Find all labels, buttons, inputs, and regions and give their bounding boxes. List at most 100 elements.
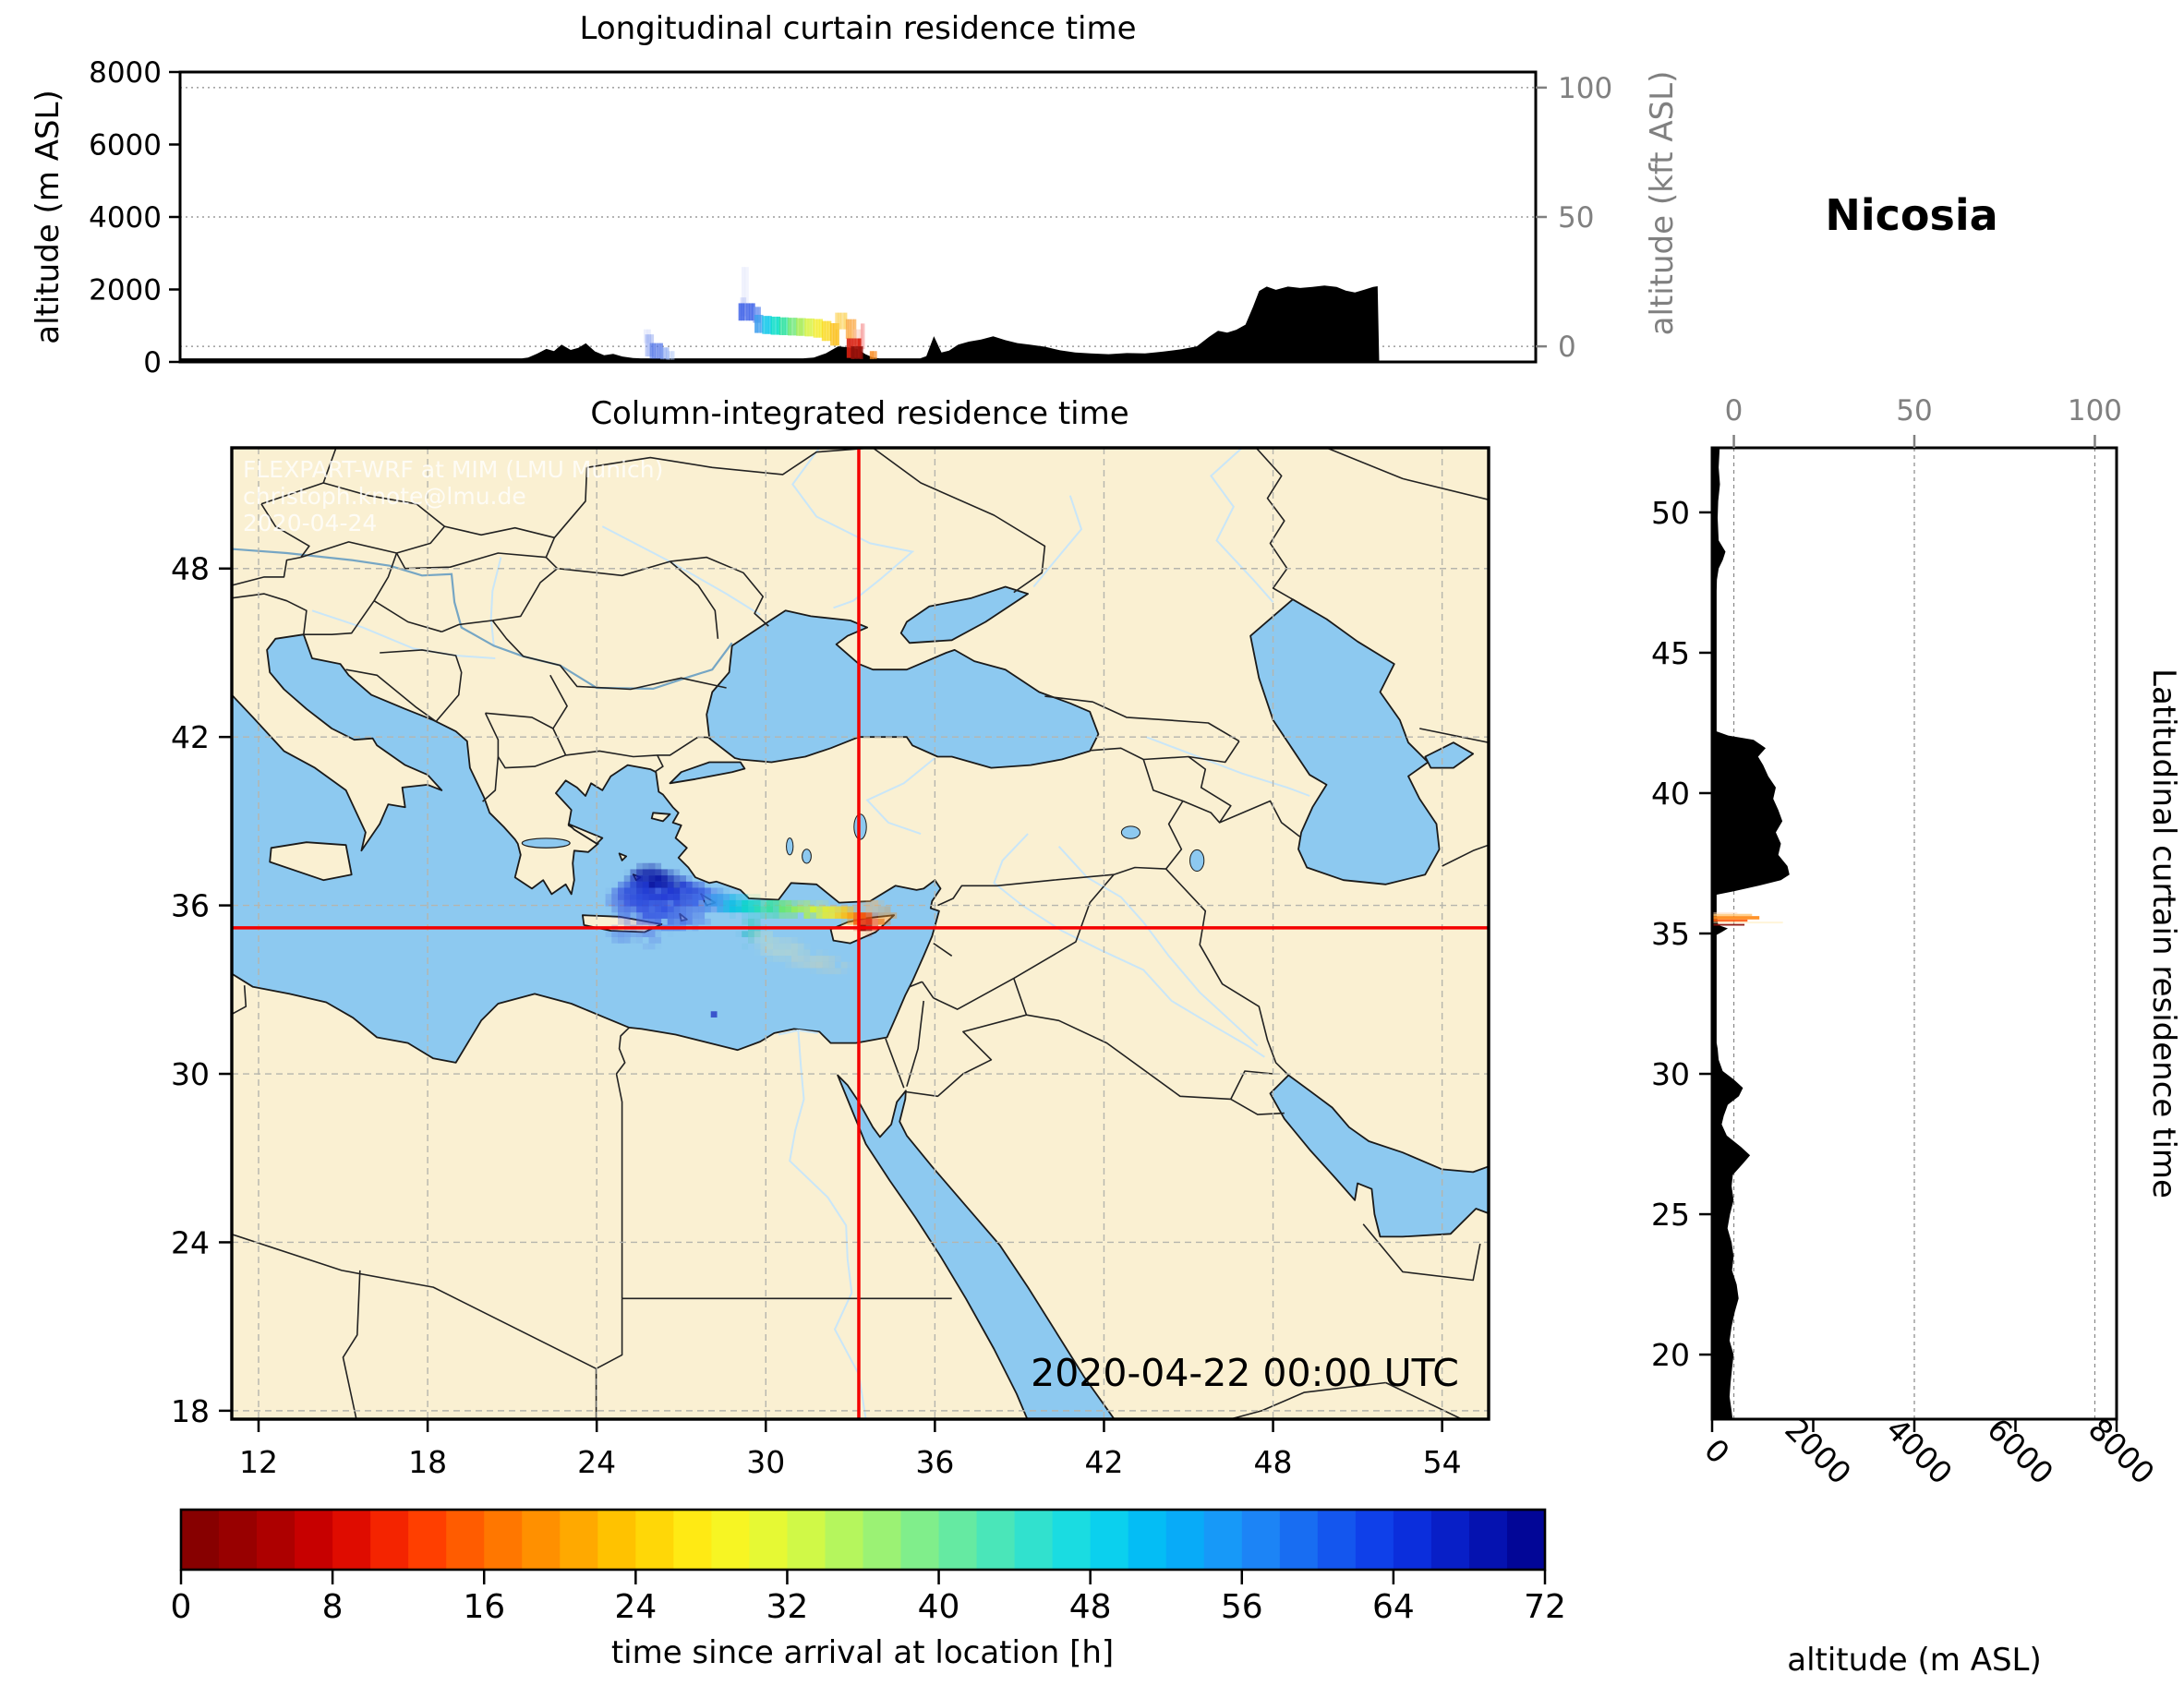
country-border bbox=[937, 873, 1115, 907]
country-border bbox=[497, 754, 566, 769]
right-xtick-label: 2000 bbox=[1778, 1411, 1858, 1491]
colorbar-tick-label: 64 bbox=[1372, 1588, 1415, 1626]
country-border bbox=[1164, 801, 1184, 870]
top-panel-axes: 8000 6000 4000 2000 0 100 50 0 bbox=[89, 56, 1612, 379]
country-border bbox=[557, 560, 670, 577]
watermark-line-1: FLEXPART-WRF at MIM (LMU Munich) bbox=[243, 456, 664, 483]
country-border bbox=[1188, 755, 1232, 824]
country-border bbox=[586, 448, 874, 476]
right-plume-row bbox=[1712, 923, 1745, 926]
watermark: FLEXPART-WRF at MIM (LMU Munich) christo… bbox=[243, 456, 663, 536]
country-border bbox=[523, 656, 727, 691]
right-xtick-label: 4000 bbox=[1879, 1411, 1960, 1491]
top-terrain-profile bbox=[180, 285, 1536, 362]
colorbar-tick-label: 48 bbox=[1069, 1588, 1112, 1626]
country-border bbox=[232, 1233, 597, 1370]
country-border bbox=[933, 977, 1015, 1010]
river bbox=[1210, 448, 1274, 603]
colorbar-tick-label: 72 bbox=[1524, 1588, 1566, 1626]
map-xtick-label: 42 bbox=[1084, 1444, 1123, 1480]
country-border bbox=[654, 754, 664, 773]
country-border bbox=[553, 467, 588, 538]
sea-polygon bbox=[232, 633, 942, 1064]
country-border bbox=[1142, 759, 1184, 802]
country-border bbox=[482, 756, 500, 802]
right-plume-row bbox=[1712, 916, 1760, 920]
latitudinal-curtain-panel bbox=[1712, 448, 2096, 1419]
right-ytick-label: 45 bbox=[1651, 635, 1690, 671]
map-xtick-label: 18 bbox=[408, 1444, 447, 1480]
colorbar-tick-label: 56 bbox=[1221, 1588, 1263, 1626]
island-polygon bbox=[269, 841, 353, 882]
sea-polygon bbox=[899, 585, 1029, 644]
right-xtick-label: 0 bbox=[1697, 1431, 1736, 1470]
country-border bbox=[669, 560, 719, 639]
country-border bbox=[300, 541, 397, 559]
lake bbox=[802, 849, 812, 864]
map-panel-title: Column-integrated residence time bbox=[590, 395, 1129, 432]
country-border bbox=[485, 712, 567, 756]
country-border bbox=[232, 593, 308, 635]
right-xtick-top-label: 100 bbox=[2068, 394, 2122, 428]
country-border bbox=[373, 552, 398, 602]
country-border bbox=[1113, 866, 1166, 875]
country-border bbox=[1090, 741, 1240, 764]
river bbox=[601, 525, 761, 616]
lake bbox=[786, 837, 794, 856]
map-xtick-label: 30 bbox=[746, 1444, 785, 1480]
map-ytick-label: 48 bbox=[171, 551, 210, 587]
river bbox=[789, 1030, 867, 1419]
country-border bbox=[872, 448, 1046, 594]
watermark-line-2: christoph.knote@lmu.de bbox=[243, 483, 526, 510]
country-border bbox=[1230, 1070, 1273, 1100]
longitudinal-curtain-panel bbox=[180, 87, 1536, 362]
map-xtick-label: 36 bbox=[915, 1444, 954, 1480]
river bbox=[865, 757, 936, 836]
map-ytick-label: 18 bbox=[171, 1393, 210, 1429]
country-border bbox=[1013, 873, 1115, 980]
country-border bbox=[232, 985, 247, 1016]
top-panel-title: Longitudinal curtain residence time bbox=[579, 10, 1137, 47]
top-ytick-right-label: 0 bbox=[1558, 331, 1576, 364]
sea-polygon bbox=[1424, 741, 1475, 769]
top-panel-ylabel: altitude (m ASL) bbox=[30, 90, 66, 344]
country-border bbox=[670, 556, 769, 627]
top-ytick-label: 6000 bbox=[89, 129, 162, 163]
sea-gulf bbox=[521, 837, 571, 849]
country-border bbox=[1385, 1381, 1464, 1419]
map-xtick-label: 54 bbox=[1423, 1444, 1462, 1480]
map-plume-pixels bbox=[605, 862, 898, 1018]
country-border bbox=[345, 668, 437, 723]
right-xtick-top-label: 50 bbox=[1896, 394, 1932, 428]
map-ytick-label: 36 bbox=[171, 888, 210, 924]
sea-polygon bbox=[706, 609, 1100, 769]
station-title: Nicosia bbox=[1825, 190, 1998, 240]
country-border bbox=[396, 525, 446, 554]
map-ytick-label: 24 bbox=[171, 1224, 210, 1260]
country-border bbox=[1026, 1014, 1231, 1101]
country-border bbox=[1326, 448, 1489, 500]
map-date-label: 2020-04-22 00:00 UTC bbox=[1031, 1351, 1459, 1395]
right-ytick-label: 20 bbox=[1651, 1337, 1690, 1373]
country-border bbox=[1230, 1098, 1285, 1115]
country-border bbox=[380, 649, 463, 722]
top-ytick-right-label: 50 bbox=[1558, 201, 1594, 235]
colorbar-tick-label: 8 bbox=[322, 1588, 344, 1626]
right-plume-row bbox=[1712, 919, 1748, 922]
lake bbox=[1120, 825, 1141, 839]
right-xtick-top-label: 0 bbox=[1725, 394, 1744, 428]
sea-polygon bbox=[669, 761, 746, 785]
sea-polygon bbox=[1269, 1074, 1489, 1238]
colorbar: 0 8 16 24 32 40 48 56 64 72 bbox=[171, 1508, 1566, 1626]
right-plume-row bbox=[1712, 911, 1738, 914]
country-border bbox=[921, 981, 935, 999]
right-panel-frame bbox=[1710, 446, 2118, 1421]
right-xtick-label: 8000 bbox=[2081, 1411, 2162, 1491]
map-xtick-label: 48 bbox=[1254, 1444, 1293, 1480]
country-border bbox=[1227, 1381, 1386, 1419]
country-border bbox=[484, 712, 500, 757]
top-ytick-label: 4000 bbox=[89, 201, 162, 235]
island-polygon bbox=[650, 812, 671, 823]
country-border bbox=[549, 674, 568, 729]
